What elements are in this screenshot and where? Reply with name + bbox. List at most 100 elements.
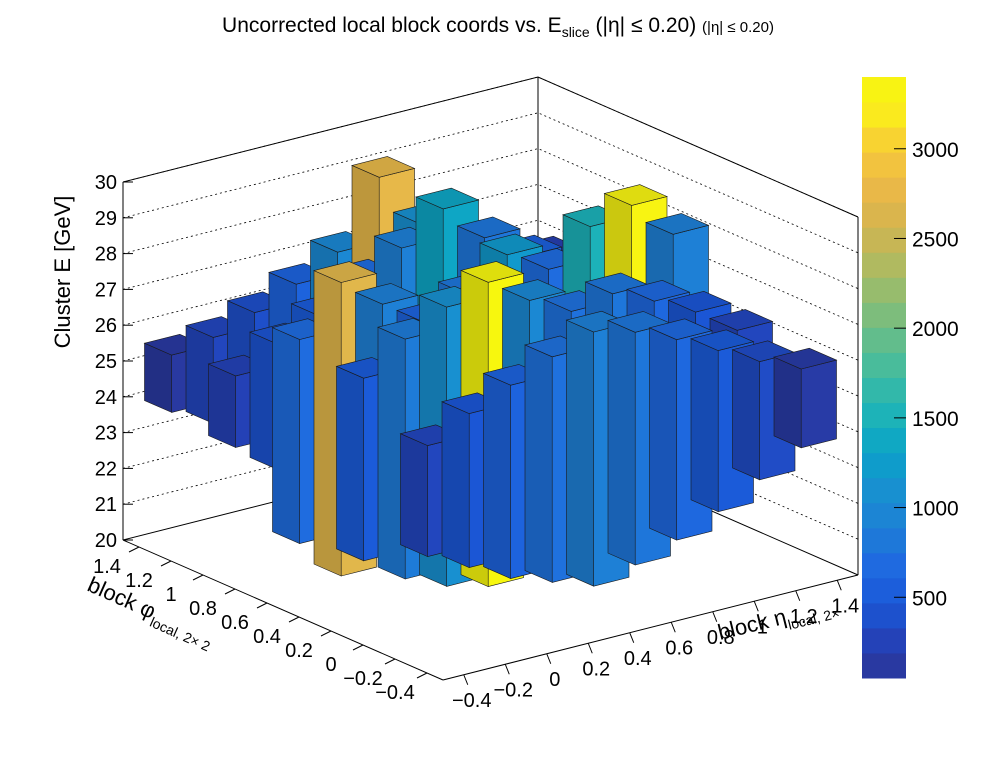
y-tick (256, 602, 268, 609)
color-bar-segment (862, 352, 906, 378)
y-tick-label: 1 (165, 584, 176, 606)
x-tick (546, 653, 552, 664)
color-bar-segment (862, 402, 906, 429)
color-bar-segment (862, 477, 906, 504)
x-tick (504, 664, 510, 675)
bar-face-side (336, 365, 365, 562)
z-grid-line (122, 183, 859, 325)
bar-face-side (649, 327, 678, 541)
color-bar-tick-label: 2000 (912, 318, 959, 341)
color-bar-segment (862, 102, 906, 128)
color-bar-tick-label: 1500 (912, 408, 959, 431)
color-bar-segment (862, 227, 906, 253)
x-axis-title: block ηlocal, 2× (715, 591, 841, 650)
y-tick (352, 644, 364, 651)
y-tick-label: 1.2 (125, 570, 153, 592)
bar-face-side (524, 344, 553, 583)
x-tick-label: −0.4 (452, 690, 491, 712)
bar-face-top (690, 329, 755, 351)
x-axis-title-main: block η (715, 604, 789, 645)
z-grid-line (122, 76, 859, 218)
color-bar-segment (862, 577, 906, 604)
color-bar-tick-label: 1000 (912, 498, 959, 521)
z-tick-label: 27 (95, 279, 117, 301)
color-bar-segment (862, 627, 906, 654)
z-tick-label: 29 (95, 208, 117, 230)
x-tick (587, 643, 593, 654)
z-tick-label: 24 (95, 387, 117, 409)
color-bar-segment (862, 552, 906, 579)
color-bar-segment (862, 202, 906, 228)
bar-face-top (626, 279, 691, 302)
z-tick-label: 22 (95, 458, 117, 480)
color-bar-tick-label: 2500 (912, 228, 959, 251)
y-tick-label: 0.8 (189, 598, 217, 620)
z-grid-line (122, 148, 859, 289)
color-bar-segment (862, 277, 906, 303)
x-tick-label: 0.2 (582, 658, 610, 680)
z-tick-label: 30 (95, 172, 117, 194)
x-tick-label: 1.4 (831, 595, 859, 617)
bar-face-front (800, 359, 837, 449)
bar-face-side (732, 349, 761, 481)
x-tick-label: 0.4 (624, 648, 652, 670)
color-bar-segment (862, 452, 906, 479)
x-tick-label: 0.8 (707, 627, 735, 649)
y-tick (320, 630, 332, 637)
bar-face-top (667, 290, 732, 313)
y-tick (192, 574, 204, 581)
bar-face-top (773, 347, 838, 370)
bar-face-top (354, 283, 419, 305)
y-tick (160, 560, 172, 567)
bar-face-top (479, 233, 544, 256)
bar-face-side (441, 401, 470, 569)
color-bar-segment (862, 602, 906, 629)
z-tick-label: 21 (95, 494, 117, 516)
x-tick (836, 580, 842, 591)
y-tick (416, 672, 428, 679)
z-tick-label: 20 (95, 530, 117, 552)
bar-face-top (645, 213, 710, 235)
y-tick-label: 0.4 (253, 626, 281, 648)
color-bar-tick-label: 3000 (912, 139, 959, 162)
bar-face-side (566, 319, 595, 587)
chart-title-cut2: (|η| ≤ 0.20) (702, 19, 774, 36)
y-tick-label: 1.4 (93, 556, 121, 578)
x-tick (463, 674, 469, 685)
bar-face-top (501, 279, 566, 301)
x-axis-line (442, 574, 859, 681)
y-tick-label: 0.6 (221, 612, 249, 634)
y-axis-line (122, 539, 444, 681)
frame-top-back (122, 76, 859, 218)
color-bar-segment (862, 652, 906, 679)
bar-face-top (456, 216, 521, 239)
color-bar-segment (862, 377, 906, 404)
y-tick-label: 0.2 (285, 640, 313, 662)
color-bar-segment (862, 252, 906, 278)
x-tick (712, 611, 718, 622)
color-bar-segment (862, 327, 906, 353)
bar-face-side (773, 356, 802, 449)
color-bar: 500 1000 1500 2000 2500 3000 (862, 77, 959, 679)
y-tick (128, 546, 140, 553)
z-tick-label: 28 (95, 244, 117, 266)
bar-face-side (483, 372, 512, 580)
chart-title-sub: slice (561, 24, 590, 41)
y-tick-label: 0 (325, 654, 336, 676)
chart-title-main: Uncorrected local block coords vs. E (222, 14, 562, 37)
bar-face-side (272, 327, 301, 545)
bar-face-top (648, 318, 713, 341)
bar-face-side (400, 433, 429, 558)
color-bar-segment (862, 427, 906, 454)
x-tick-label: 0.6 (665, 637, 693, 659)
bar-face-top (603, 184, 668, 206)
color-bar-segment (862, 77, 906, 103)
color-bar-segment (862, 502, 906, 529)
bar-face-top (351, 156, 416, 178)
y-tick (288, 616, 300, 623)
y-tick (224, 588, 236, 595)
x-tick (795, 590, 801, 601)
color-bar-segment (862, 302, 906, 328)
x-tick-label: 0 (549, 669, 560, 691)
bars-group (143, 156, 838, 588)
